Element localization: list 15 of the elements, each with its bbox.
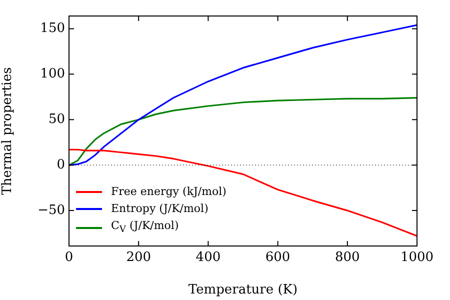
x-tick-label: 200 [126, 250, 152, 266]
legend-label: C$_{V}$ (J/K/mol) [111, 218, 179, 238]
x-tick-label: 1000 [400, 250, 434, 266]
y-tick-label: 150 [40, 21, 65, 36]
y-axis-title: Thermal properties [0, 67, 16, 195]
y-tick-label: 50 [48, 112, 65, 128]
x-tick-label: 800 [334, 250, 360, 266]
x-tick-label: 600 [265, 250, 290, 266]
y-tick-label: 0 [56, 157, 65, 172]
y-tick-label: 100 [40, 66, 65, 82]
x-tick-label: 400 [196, 250, 221, 266]
legend-label: Free energy (kJ/mol) [111, 184, 226, 200]
legend-label: Entropy (J/K/mol) [111, 201, 208, 217]
x-axis-title: Temperature (K) [188, 282, 298, 298]
y-tick-label: −50 [38, 202, 65, 218]
